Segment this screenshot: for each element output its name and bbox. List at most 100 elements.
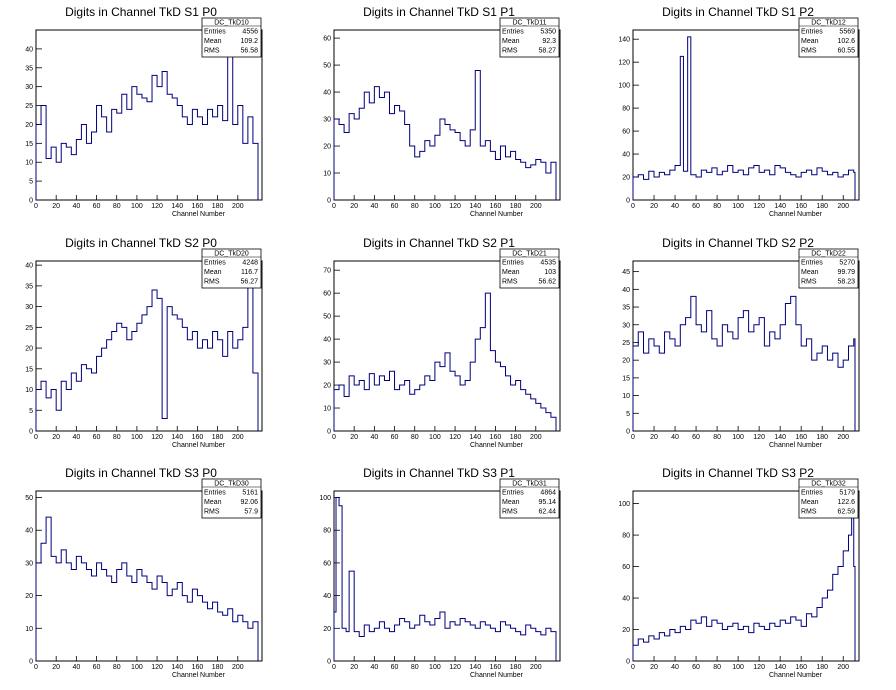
y-tick-label: 20 <box>622 358 630 365</box>
x-axis-label: Channel Number <box>769 672 823 679</box>
histogram-panel-1: Digits in Channel TkD S1 P10 20 40 60 80 100 1… <box>323 5 561 218</box>
y-tick-label: 0 <box>327 659 331 666</box>
x-tick-label: 80 <box>113 203 121 210</box>
stats-label: Mean <box>204 38 222 45</box>
stats-value: 5350 <box>540 29 556 36</box>
plot-frame <box>333 29 561 201</box>
stats-value: 102.6 <box>837 38 855 45</box>
panel-title: Digits in Channel TkD S3 P2 <box>662 466 814 480</box>
stats-value: 56.27 <box>240 279 258 286</box>
stats-box <box>201 17 262 58</box>
y-tick-label: 0 <box>626 659 630 666</box>
x-tick-label: 160 <box>490 434 502 441</box>
x-tick-label: 20 <box>52 203 60 210</box>
stats-label: RMS <box>801 279 817 286</box>
y-tick-label: 30 <box>323 360 331 367</box>
x-tick-label: 0 <box>332 434 336 441</box>
x-tick-label: 120 <box>449 664 461 671</box>
x-tick-label: 100 <box>732 203 744 210</box>
stats-label: RMS <box>502 509 518 516</box>
x-tick-label: 80 <box>713 434 721 441</box>
stats-box <box>798 248 859 289</box>
y-tick-label: 20 <box>25 346 33 353</box>
x-tick-label: 40 <box>72 664 80 671</box>
x-tick-label: 200 <box>530 203 542 210</box>
x-tick-label: 100 <box>131 203 143 210</box>
x-tick-label: 140 <box>469 664 481 671</box>
y-tick-label: 120 <box>618 60 630 67</box>
stats-value: 62.59 <box>837 509 855 516</box>
x-tick-label: 40 <box>671 434 679 441</box>
histogram-series <box>632 36 856 200</box>
stats-value: 56.58 <box>240 48 258 55</box>
x-tick-label: 200 <box>837 434 849 441</box>
stats-value: 5270 <box>839 260 855 267</box>
stats-box <box>499 17 560 58</box>
x-tick-label: 200 <box>232 434 244 441</box>
x-tick-label: 60 <box>391 664 399 671</box>
x-tick-label: 180 <box>816 434 828 441</box>
stats-value: 5161 <box>242 490 258 497</box>
x-tick-label: 140 <box>171 203 183 210</box>
x-tick-label: 180 <box>510 664 522 671</box>
stats-name: DC_TkD10 <box>214 20 249 27</box>
y-tick-label: 0 <box>626 429 630 436</box>
stats-box <box>201 248 262 289</box>
x-axis-label: Channel Number <box>470 442 524 449</box>
x-tick-label: 100 <box>429 664 441 671</box>
panel-title: Digits in Channel TkD S2 P1 <box>363 236 515 250</box>
x-tick-label: 140 <box>774 664 786 671</box>
stats-label: RMS <box>801 509 817 516</box>
stats-label: Entries <box>204 260 226 267</box>
x-tick-label: 200 <box>232 664 244 671</box>
histogram-panel-6: Digits in Channel TkD S3 P00 20 40 60 80 100 1… <box>25 466 263 679</box>
x-axis-label: Channel Number <box>172 442 226 449</box>
histogram-series <box>333 69 557 200</box>
y-tick-label: 30 <box>323 117 331 124</box>
y-tick-label: 0 <box>626 198 630 205</box>
plot-frame <box>333 260 561 432</box>
y-tick-label: 35 <box>25 283 33 290</box>
y-tick-label: 100 <box>319 495 331 502</box>
x-tick-label: 40 <box>72 203 80 210</box>
stats-label: Mean <box>502 269 520 276</box>
stats-label: RMS <box>502 48 518 55</box>
y-tick-label: 30 <box>25 84 33 91</box>
y-tick-label: 25 <box>622 340 630 347</box>
stats-name: DC_TkD31 <box>512 481 547 488</box>
stats-label: Mean <box>801 269 819 276</box>
plot-frame <box>632 29 860 201</box>
y-tick-label: 40 <box>25 46 33 53</box>
x-tick-label: 20 <box>650 434 658 441</box>
stats-label: Entries <box>502 29 524 36</box>
x-tick-label: 120 <box>753 664 765 671</box>
stats-value: 4864 <box>540 490 556 497</box>
stats-box <box>499 248 560 289</box>
y-tick-label: 10 <box>323 406 331 413</box>
x-tick-label: 180 <box>510 434 522 441</box>
histogram-series <box>35 516 259 661</box>
stats-label: Entries <box>204 490 226 497</box>
x-tick-label: 20 <box>350 434 358 441</box>
x-tick-label: 60 <box>93 664 101 671</box>
panel-title: Digits in Channel TkD S1 P1 <box>363 5 515 19</box>
x-tick-label: 140 <box>469 203 481 210</box>
stats-label: Mean <box>204 269 222 276</box>
stats-label: RMS <box>204 48 220 55</box>
y-tick-label: 50 <box>323 63 331 70</box>
stats-label: RMS <box>801 48 817 55</box>
x-tick-label: 120 <box>449 203 461 210</box>
x-tick-label: 0 <box>631 434 635 441</box>
y-tick-label: 40 <box>622 287 630 294</box>
y-tick-label: 100 <box>618 83 630 90</box>
stats-label: Mean <box>801 38 819 45</box>
histogram-panel-0: Digits in Channel TkD S1 P00 20 40 60 80 100 1… <box>25 5 263 218</box>
y-tick-label: 80 <box>622 106 630 113</box>
stats-value: 92.06 <box>240 499 258 506</box>
y-tick-label: 80 <box>622 533 630 540</box>
y-tick-label: 60 <box>323 36 331 43</box>
y-tick-label: 0 <box>327 429 331 436</box>
stats-label: Mean <box>502 499 520 506</box>
y-tick-label: 20 <box>25 593 33 600</box>
